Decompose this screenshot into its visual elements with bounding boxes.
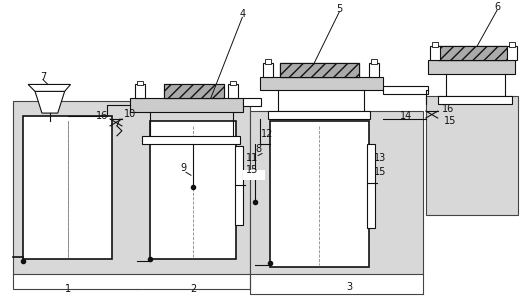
Bar — [369, 63, 379, 77]
Bar — [430, 46, 440, 60]
Bar — [263, 63, 273, 77]
Bar — [426, 96, 518, 215]
Bar — [235, 146, 243, 225]
Bar — [383, 86, 428, 94]
Text: 16: 16 — [441, 104, 453, 114]
Text: 2: 2 — [190, 284, 196, 294]
Bar — [228, 85, 238, 98]
Text: 14: 14 — [400, 111, 412, 121]
Bar — [250, 111, 423, 274]
Bar — [142, 136, 241, 144]
Bar — [268, 111, 370, 119]
Polygon shape — [35, 92, 65, 113]
Bar — [150, 121, 236, 259]
Bar — [432, 42, 438, 47]
Text: 5: 5 — [336, 5, 342, 14]
Bar — [438, 46, 507, 60]
Text: 15: 15 — [374, 167, 387, 177]
Bar — [164, 85, 224, 98]
Bar — [438, 46, 507, 60]
Bar — [135, 85, 144, 98]
Bar — [428, 60, 515, 74]
Text: 4: 4 — [239, 9, 245, 19]
Bar — [507, 46, 517, 60]
Bar — [136, 81, 143, 85]
Text: 7: 7 — [40, 72, 46, 82]
Bar — [13, 101, 250, 274]
Text: 16: 16 — [96, 111, 108, 121]
Bar — [230, 81, 236, 85]
Text: 15: 15 — [246, 165, 259, 175]
Bar — [280, 63, 359, 77]
Bar — [280, 63, 359, 77]
Bar — [438, 46, 507, 60]
Text: 13: 13 — [374, 153, 387, 163]
Bar — [260, 77, 383, 90]
Text: 6: 6 — [494, 2, 500, 12]
Text: 9: 9 — [180, 163, 186, 173]
Text: 12: 12 — [261, 129, 273, 139]
Bar — [280, 63, 359, 77]
Text: 15: 15 — [444, 116, 457, 126]
Bar — [243, 98, 261, 106]
Bar — [23, 116, 112, 259]
Bar — [371, 59, 376, 64]
Bar — [130, 98, 243, 112]
Bar — [367, 144, 374, 228]
Bar — [265, 59, 271, 64]
Bar — [509, 42, 515, 47]
Bar — [164, 85, 224, 98]
Text: 1: 1 — [65, 284, 71, 294]
Bar — [438, 96, 512, 104]
Bar — [270, 121, 369, 267]
Polygon shape — [28, 85, 71, 92]
Text: 10: 10 — [124, 109, 136, 119]
Text: 11: 11 — [246, 153, 258, 163]
Bar — [243, 170, 265, 180]
Text: 8: 8 — [255, 144, 261, 154]
Text: 3: 3 — [346, 282, 352, 292]
